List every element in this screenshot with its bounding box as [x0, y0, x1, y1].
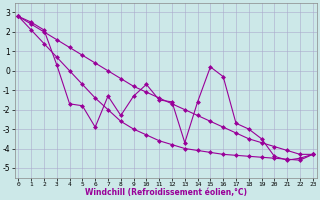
X-axis label: Windchill (Refroidissement éolien,°C): Windchill (Refroidissement éolien,°C) [84, 188, 247, 197]
